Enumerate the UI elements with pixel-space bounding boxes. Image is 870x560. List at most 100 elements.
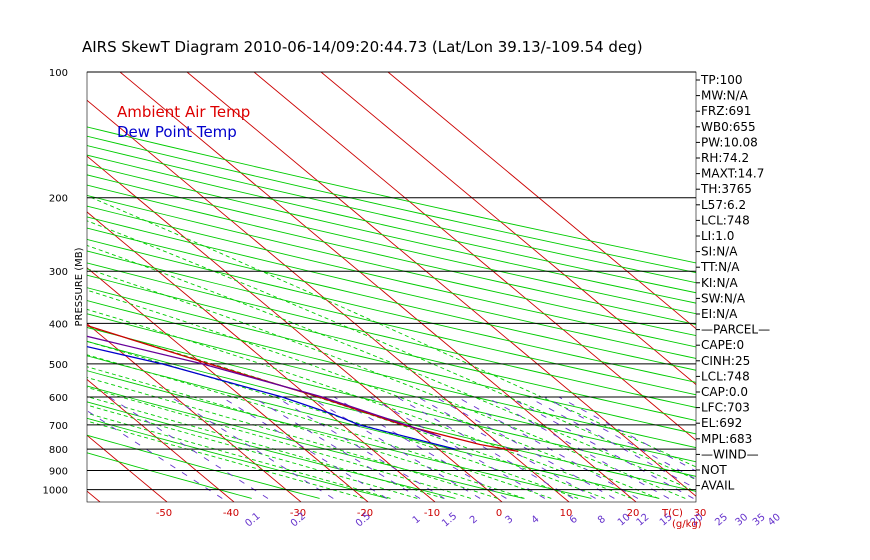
isotherm-line: [87, 378, 235, 502]
dry-adiabat-line: [87, 174, 696, 315]
isotherm-line: [87, 211, 436, 502]
stat-value: TT:N/A: [700, 260, 740, 274]
chart-title: AIRS SkewT Diagram 2010-06-14/09:20:44.7…: [82, 38, 643, 56]
stat-value: RH:74.2: [701, 151, 749, 165]
stat-value: PW:10.08: [701, 135, 758, 149]
profile-traces: [87, 324, 519, 453]
mixing-ratio-tick-label: 25: [713, 512, 730, 529]
moist-adiabat-line: [87, 386, 472, 499]
mixing-ratio-tick-label: 2: [468, 514, 480, 527]
stat-value: LFC:703: [701, 401, 750, 415]
pressure-tick-label: 100: [49, 68, 68, 79]
stat-value: MPL:683: [701, 432, 752, 446]
moist-adiabat-line: [87, 244, 696, 492]
stat-value: LI:1.0: [701, 229, 734, 243]
parcel-trace: [87, 335, 441, 438]
dry-adiabat-line: [87, 250, 696, 396]
plot-frame: [86, 71, 697, 503]
pressure-tick-label: 500: [49, 360, 68, 371]
isotherm-line: [387, 72, 696, 330]
stat-value: LCL:748: [701, 369, 750, 383]
stat-value: MAXT:14.7: [701, 167, 764, 181]
stat-value: EL:692: [701, 416, 742, 430]
dry-adiabat-line: [87, 434, 320, 499]
moist-adiabat-line: [87, 396, 445, 499]
dry-adiabat-line: [87, 417, 388, 499]
moist-adiabat-line: [87, 354, 552, 499]
dry-adiabat-line: [87, 340, 696, 492]
mixing-ratio-unit: (g/kg): [672, 519, 702, 530]
isotherm-line: [87, 99, 570, 502]
bottom-temp-tick-label: 10: [560, 508, 573, 519]
stat-value: CAP:0.0: [701, 385, 748, 399]
dry-adiabat-line: [87, 300, 696, 449]
isotherm-line: [87, 267, 369, 502]
pressure-tick-label: 900: [49, 466, 68, 477]
dry-adiabat-line: [87, 145, 696, 284]
dry-adiabat-line: [87, 227, 696, 371]
dry-adiabat-line: [87, 326, 696, 477]
pressure-tick-label: 700: [49, 421, 68, 432]
mixing-ratio-line: [252, 396, 421, 499]
isotherm-line: [87, 490, 101, 502]
moist-adiabat-line: [87, 220, 696, 480]
dry-adiabat-line: [87, 135, 696, 274]
isobars: [86, 71, 697, 503]
bottom-temp-tick-label: -30: [290, 508, 306, 519]
pressure-tick-label: 1000: [43, 486, 68, 497]
stat-value: WB0:655: [701, 120, 756, 134]
dry-adiabat-line: [87, 238, 696, 383]
bottom-temp-tick-label: -40: [223, 508, 239, 519]
isotherm-line: [320, 72, 696, 386]
isotherm-line: [87, 155, 503, 502]
dry-adiabat-line: [87, 184, 696, 325]
dry-adiabat-line: [87, 205, 696, 348]
pressure-tick-label: 600: [49, 393, 68, 404]
dry-adiabat-line: [87, 154, 696, 294]
stat-value: SI:N/A: [701, 245, 738, 259]
legend-ambient-air-temp: Ambient Air Temp: [117, 103, 250, 121]
y-axis-label: PRESSURE (MB): [74, 247, 85, 326]
mixing-ratio-line: [108, 396, 269, 499]
stat-value: SW:N/A: [701, 291, 746, 305]
dry-adiabat-line: [87, 313, 696, 463]
dry-adiabat-line: [87, 262, 696, 408]
stat-value: FRZ:691: [701, 104, 751, 118]
mixing-ratio-tick-label: 6: [568, 514, 580, 527]
mixing-ratio-line: [309, 396, 481, 499]
stat-value: TP:100: [700, 73, 743, 87]
stat-value: NOT: [701, 463, 727, 477]
mixing-ratio-tick-label: 1.5: [440, 511, 459, 530]
mixing-ratio-line: [527, 396, 696, 490]
bottom-temperature-axis: -50 -40 -30 -20 -10 0 10 20 30: [156, 508, 707, 519]
isotherm-line: [0, 72, 33, 502]
dry-adiabat-line: [87, 126, 696, 264]
legend: Ambient Air Temp Dew Point Temp: [117, 103, 250, 141]
pressure-tick-label: 200: [49, 194, 68, 205]
pressure-tick-label: 400: [49, 319, 68, 330]
mixing-ratio-line: [369, 396, 546, 499]
moist-adiabat-line: [87, 340, 579, 499]
stat-value: MW:N/A: [701, 89, 749, 103]
dry-adiabat-line: [87, 194, 696, 337]
mixing-ratio-line: [333, 396, 507, 499]
isotherm-line: [253, 72, 696, 441]
dry-adiabat-line: [87, 164, 696, 304]
stat-value: TH:3765: [700, 182, 752, 196]
mixing-ratio-tick-label: 0.1: [243, 511, 262, 530]
stat-value: LCL:748: [701, 213, 750, 227]
mixing-ratio-tick-label: 8: [596, 514, 608, 527]
dew-point-temp-trace: [87, 345, 456, 450]
stat-value: AVAIL: [701, 479, 735, 493]
moist-adiabat-line: [87, 377, 498, 499]
moist-adiabat-line: [87, 268, 686, 499]
x-axis-unit: T(C): [661, 508, 683, 519]
grid-lines: [0, 72, 696, 502]
dry-adiabat-line: [87, 216, 696, 359]
stat-value: —WIND—: [701, 447, 759, 461]
bottom-temp-tick-label: 0: [496, 508, 502, 519]
bottom-temp-tick-label: 30: [694, 508, 707, 519]
dry-adiabat-line: [87, 452, 252, 499]
mixing-ratio-tick-label: 30: [734, 512, 751, 529]
